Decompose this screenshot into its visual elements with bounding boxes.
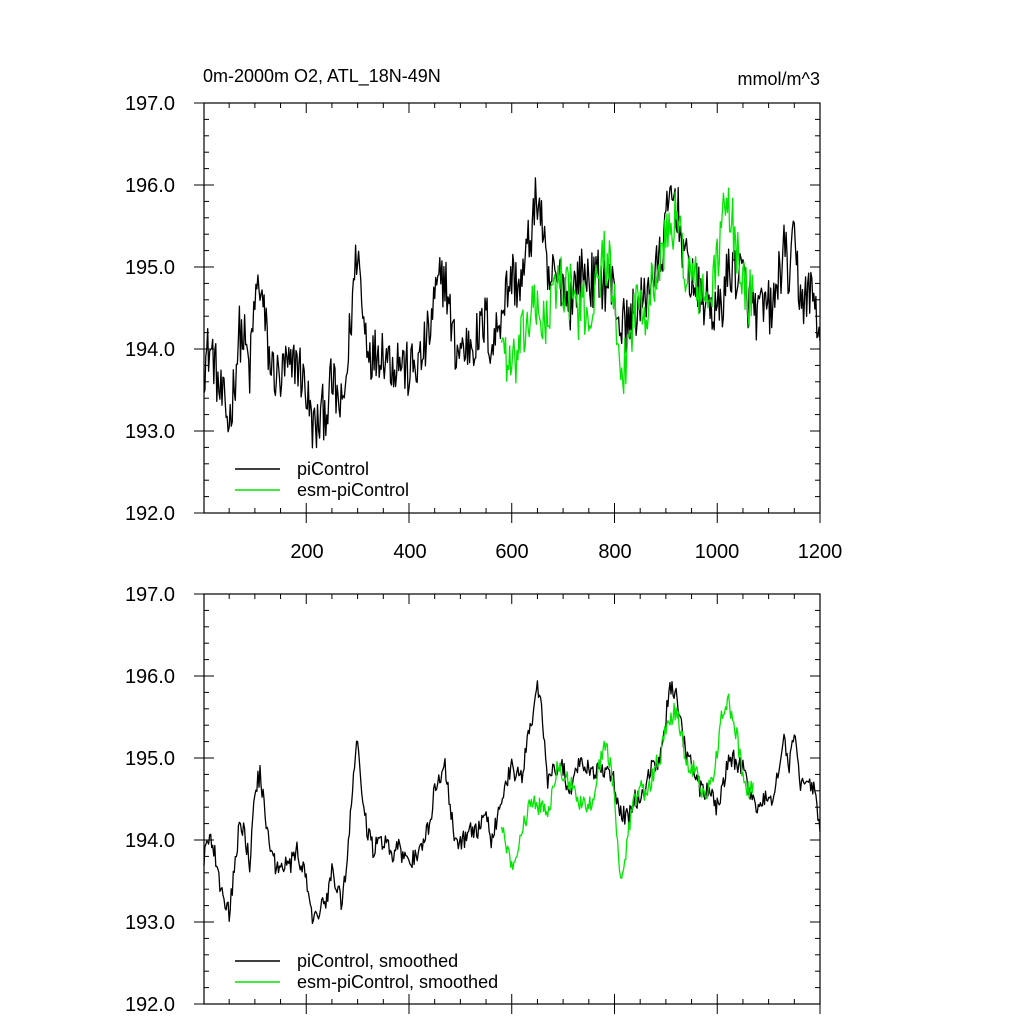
series-line-picontrol-smoothed (203, 680, 821, 925)
x-tick-label: 1200 (798, 541, 843, 563)
y-tick-label: 195.0 (125, 257, 175, 279)
y-tick-label: 196.0 (125, 666, 175, 688)
plot-frame (203, 593, 821, 1005)
y-tick-label: 195.0 (125, 748, 175, 770)
bottom-panel: 197.0 196.0 195.0 194.0 193.0 192.0 piCo… (125, 584, 821, 1016)
units-label: mmol/m^3 (738, 69, 820, 89)
y-tick-label: 197.0 (125, 584, 175, 606)
top-panel: 0m-2000m O2, ATL_18N-49N mmol/m^3 197.0 … (125, 66, 842, 563)
plot-frame (203, 102, 821, 514)
y-tick-label: 197.0 (125, 93, 175, 115)
x-tick-label: 400 (393, 541, 426, 563)
x-tick-label: 600 (495, 541, 528, 563)
chart-title: 0m-2000m O2, ATL_18N-49N (203, 66, 441, 87)
top-panel-series (203, 177, 821, 449)
top-panel-y-tick-labels: 197.0 196.0 195.0 194.0 193.0 192.0 (125, 93, 175, 525)
series-line-picontrol (203, 177, 821, 449)
top-panel-ticks (194, 102, 821, 523)
x-tick-label: 200 (290, 541, 323, 563)
x-tick-label: 1000 (695, 541, 740, 563)
y-tick-label: 192.0 (125, 503, 175, 525)
bottom-panel-ticks (194, 593, 821, 1014)
legend-label-esm-picontrol-smoothed: esm-piControl, smoothed (297, 972, 498, 992)
y-tick-label: 196.0 (125, 175, 175, 197)
legend-label-picontrol-smoothed: piControl, smoothed (297, 951, 458, 971)
legend: piControl esm-piControl (235, 459, 409, 500)
legend-label-esm-picontrol: esm-piControl (297, 480, 409, 500)
x-tick-label: 800 (598, 541, 631, 563)
top-panel-x-tick-labels: 200 400 600 800 1000 1200 (290, 541, 842, 563)
bottom-panel-y-tick-labels: 197.0 196.0 195.0 194.0 193.0 192.0 (125, 584, 175, 1016)
legend: piControl, smoothed esm-piControl, smoot… (235, 951, 498, 992)
legend-label-picontrol: piControl (297, 459, 369, 479)
y-tick-label: 193.0 (125, 421, 175, 443)
series-line-esm-picontrol (500, 187, 754, 395)
y-tick-label: 192.0 (125, 994, 175, 1016)
y-tick-label: 194.0 (125, 339, 175, 361)
bottom-panel-series (203, 680, 821, 925)
y-tick-label: 194.0 (125, 830, 175, 852)
y-tick-label: 193.0 (125, 912, 175, 934)
series-line-esm-picontrol-smoothed (500, 693, 754, 879)
